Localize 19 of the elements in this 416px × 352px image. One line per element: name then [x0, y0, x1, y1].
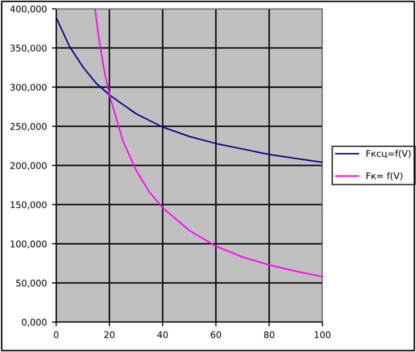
y-tick-label: 400,000: [10, 6, 47, 14]
y-tick-label: 50,000: [16, 280, 47, 288]
y-tick-label: 200,000: [10, 162, 47, 170]
x-tick-label: 20: [104, 331, 115, 338]
line-series: [94, 8, 322, 278]
y-tick-label: 100,000: [10, 240, 47, 248]
x-tick-label: 100: [314, 331, 330, 338]
line-series: [56, 16, 322, 163]
x-tick-label: 80: [264, 331, 274, 338]
legend-label: Fк= f(V): [366, 172, 402, 180]
x-tick-label: 0: [54, 331, 58, 338]
y-tick-label: 0,000: [22, 318, 47, 327]
y-tick-label: 350,000: [10, 44, 47, 52]
y-tick-label: 250,000: [10, 123, 47, 131]
y-tick-label: 300,000: [10, 84, 47, 92]
y-tick-label: 150,000: [10, 201, 47, 210]
legend-label: Fксц=f(V): [366, 150, 411, 158]
x-tick-label: 60: [210, 331, 222, 338]
x-tick-label: 40: [157, 331, 168, 338]
